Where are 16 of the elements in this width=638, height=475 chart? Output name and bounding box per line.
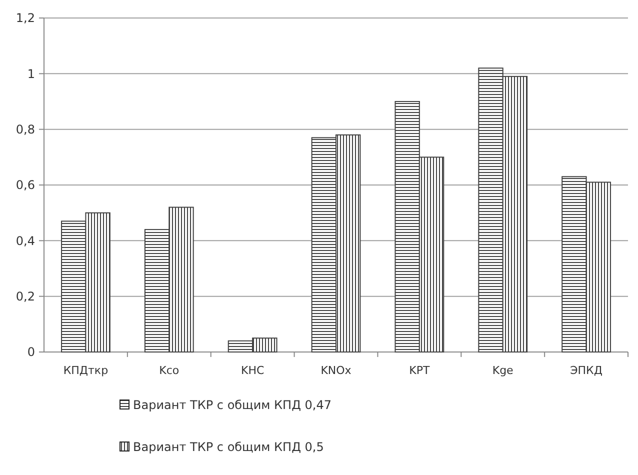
y-tick-label: 0,8 [16,122,35,137]
y-tick-label: 0,6 [16,178,35,192]
x-tick-label: КПДткр [63,364,108,377]
x-tick-label: ЭПКД [570,364,603,377]
x-tick-label: KPT [409,364,430,377]
x-tick-label: KHC [240,364,264,377]
y-tick-label: 0,4 [16,234,35,248]
x-tick-label: Kco [159,364,180,377]
y-tick-label: 0 [27,345,35,360]
legend-label: Вариант ТКР с общим КПД 0,5 [133,440,324,454]
y-tick-label: 0,2 [16,290,35,304]
x-tick-label: KNOx [320,364,352,377]
y-tick-label: 1,2 [16,11,35,26]
x-tick-label: Kge [492,364,514,377]
legend-label: Вариант ТКР с общим КПД 0,47 [133,398,332,412]
y-tick-label: 1 [27,66,35,81]
